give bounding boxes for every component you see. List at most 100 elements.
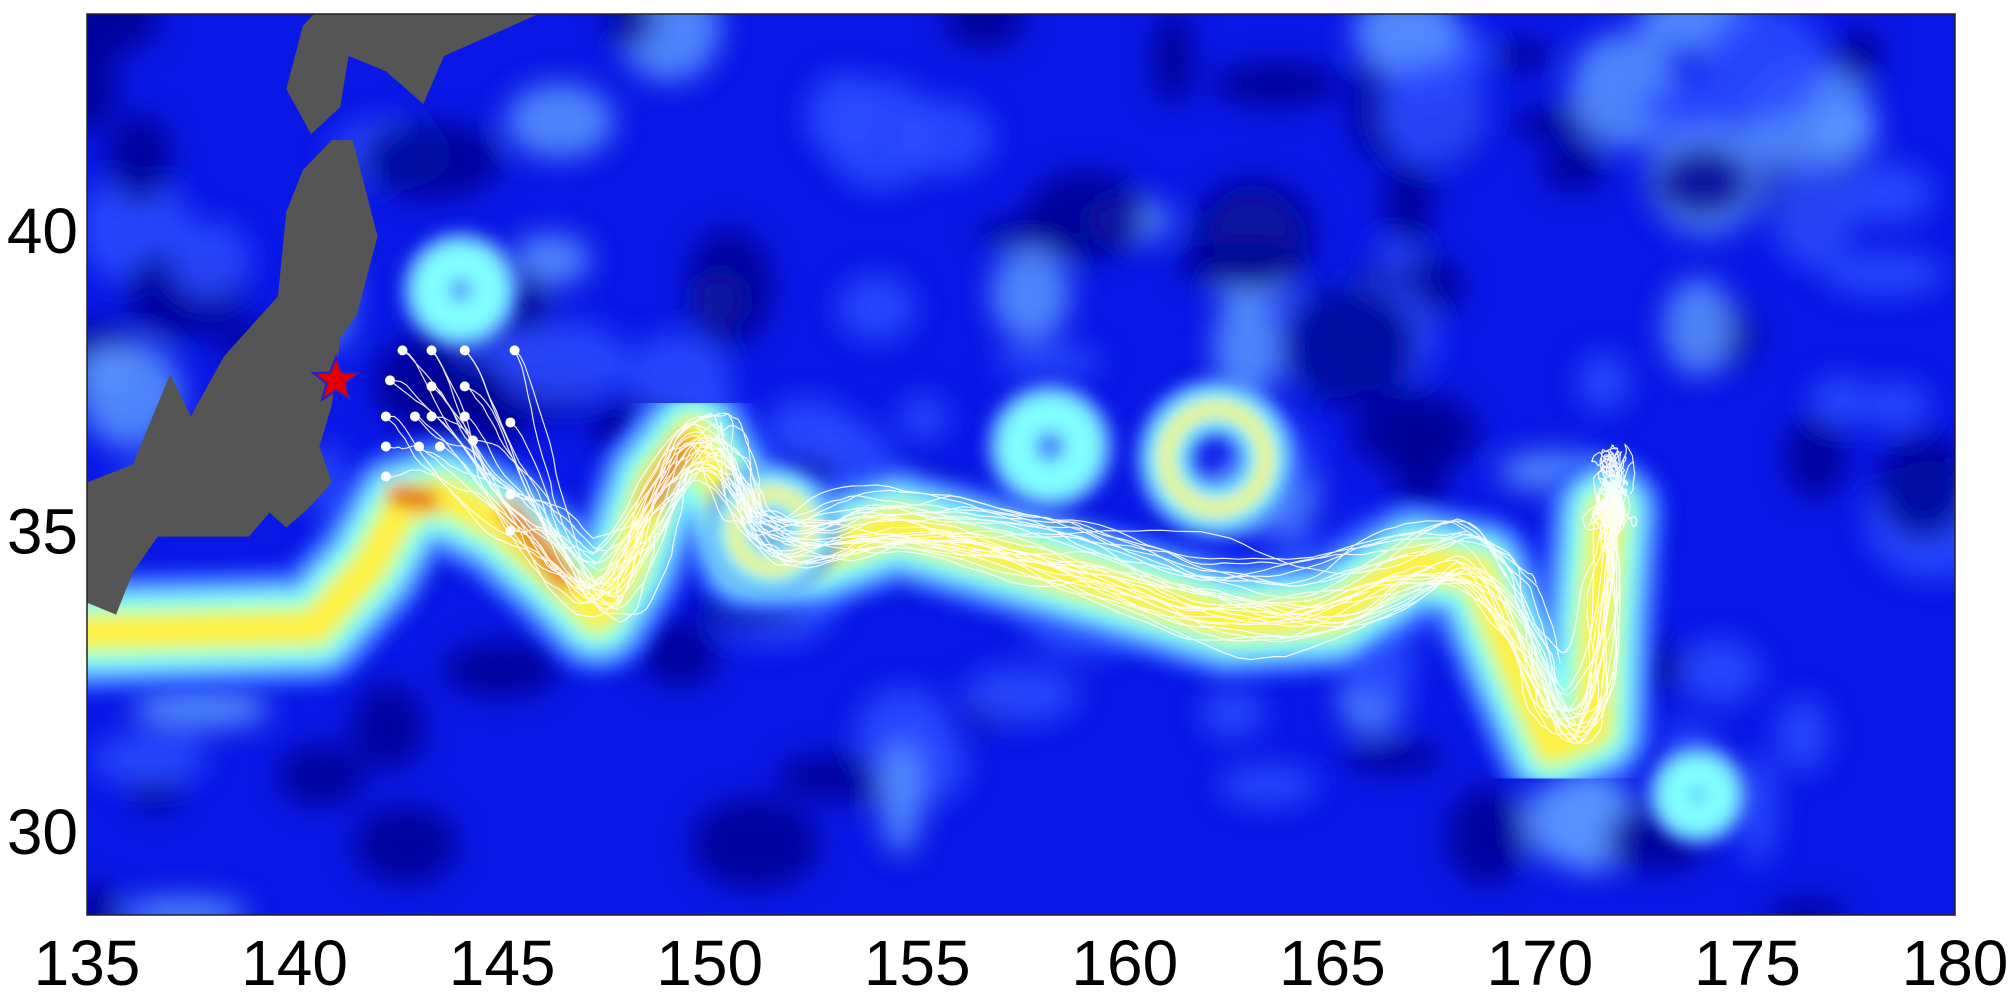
- speed-patch: [1877, 432, 1955, 539]
- release-point: [505, 525, 516, 536]
- speed-patch: [107, 112, 172, 203]
- speed-patch: [1639, 79, 1734, 132]
- eddy-ring: [999, 396, 1101, 497]
- trajectory-line: [514, 350, 1537, 585]
- speed-patch: [1282, 286, 1416, 407]
- eddy-ring: [414, 244, 507, 337]
- japan-landmass: [87, 140, 378, 615]
- x-tick-label: 175: [1694, 927, 1801, 999]
- speed-patch: [686, 227, 773, 347]
- speed-patch: [1374, 236, 1425, 272]
- release-point: [505, 417, 516, 428]
- eddy-ring: [1659, 757, 1736, 833]
- release-points: [380, 345, 520, 536]
- speed-patch: [762, 397, 855, 463]
- speed-patch: [1863, 380, 1930, 431]
- trajectory-line: [510, 423, 1629, 720]
- y-tick-label: 35: [7, 496, 78, 568]
- speed-patch: [1211, 60, 1342, 108]
- release-point: [468, 435, 479, 446]
- release-point: [505, 489, 516, 500]
- speed-patch: [1810, 107, 1879, 156]
- release-point: [434, 441, 445, 452]
- trajectory-line: [385, 469, 1436, 612]
- trajectory-line: [414, 415, 1623, 713]
- speed-patch: [1152, 14, 1195, 107]
- speed-patch: [994, 344, 1103, 379]
- speed-patch: [121, 896, 248, 915]
- speed-patch: [855, 686, 953, 785]
- speed-patch: [1785, 414, 1847, 499]
- speed-patch: [641, 619, 719, 689]
- speed-patch: [824, 78, 938, 191]
- release-point: [385, 375, 396, 386]
- speed-patch: [132, 685, 271, 730]
- release-point: [509, 345, 520, 356]
- trajectory-line: [431, 385, 1623, 697]
- speed-patch: [1218, 763, 1318, 807]
- eddy-ring: [1159, 401, 1273, 516]
- speed-patch: [1655, 146, 1752, 218]
- speed-patch: [898, 395, 949, 441]
- speed-patch: [442, 640, 559, 699]
- speed-patch: [361, 120, 502, 200]
- plot-frame: [86, 13, 1956, 916]
- speed-patch: [1577, 352, 1631, 412]
- release-point: [397, 345, 408, 356]
- y-tick-label: 30: [7, 796, 78, 868]
- speed-patch: [1383, 159, 1435, 246]
- trajectory-line: [385, 416, 1621, 745]
- speed-patch: [167, 220, 251, 300]
- trajectory-line: [514, 349, 1625, 727]
- speed-patch: [691, 796, 820, 891]
- release-point: [380, 471, 391, 482]
- star-marker: [310, 353, 362, 403]
- speed-patch: [604, 14, 655, 48]
- speed-patch: [91, 733, 207, 786]
- x-tick-label: 180: [1902, 927, 2009, 999]
- release-point: [414, 441, 425, 452]
- trajectory-line: [464, 385, 1552, 734]
- release-point: [409, 411, 420, 422]
- release-point: [426, 381, 437, 392]
- speed-patch: [351, 683, 426, 771]
- speed-patch: [1663, 278, 1735, 376]
- trajectory-line: [389, 379, 1625, 740]
- x-tick-label: 150: [656, 927, 763, 999]
- speed-patch: [87, 14, 161, 55]
- trajectory-line: [464, 349, 1578, 712]
- speed-patch: [1352, 391, 1480, 473]
- release-point: [380, 411, 391, 422]
- speed-patch: [1213, 292, 1278, 404]
- speed-patch: [1177, 242, 1307, 287]
- release-point: [380, 441, 391, 452]
- release-point: [459, 381, 470, 392]
- release-point: [459, 345, 470, 356]
- speed-patch: [277, 743, 366, 808]
- y-tick-label: 40: [7, 195, 78, 267]
- eddy-ring: [727, 486, 817, 575]
- x-tick-label: 145: [449, 927, 556, 999]
- speed-patch: [1823, 251, 1945, 297]
- speed-patch: [944, 14, 1026, 49]
- speed-patch: [1737, 752, 1778, 865]
- speed-patch: [1200, 687, 1266, 738]
- speed-patch: [990, 247, 1071, 342]
- speed-patch: [1775, 697, 1830, 773]
- x-tick-label: 160: [1071, 927, 1178, 999]
- x-tick-label: 155: [864, 927, 971, 999]
- speed-patch: [1493, 38, 1552, 73]
- speed-patch: [879, 741, 922, 855]
- hokkaido-landmass: [286, 14, 539, 135]
- speed-patch: [1541, 144, 1606, 193]
- speed-patch: [1025, 169, 1147, 262]
- speed-patch: [506, 83, 615, 159]
- speed-patch: [1809, 374, 1870, 427]
- speed-patch: [1835, 27, 1883, 82]
- speed-patch: [1377, 60, 1487, 167]
- speed-patch: [1836, 162, 1934, 225]
- speed-patch: [1702, 14, 1826, 123]
- speed-patch: [1446, 786, 1528, 886]
- release-point: [459, 411, 470, 422]
